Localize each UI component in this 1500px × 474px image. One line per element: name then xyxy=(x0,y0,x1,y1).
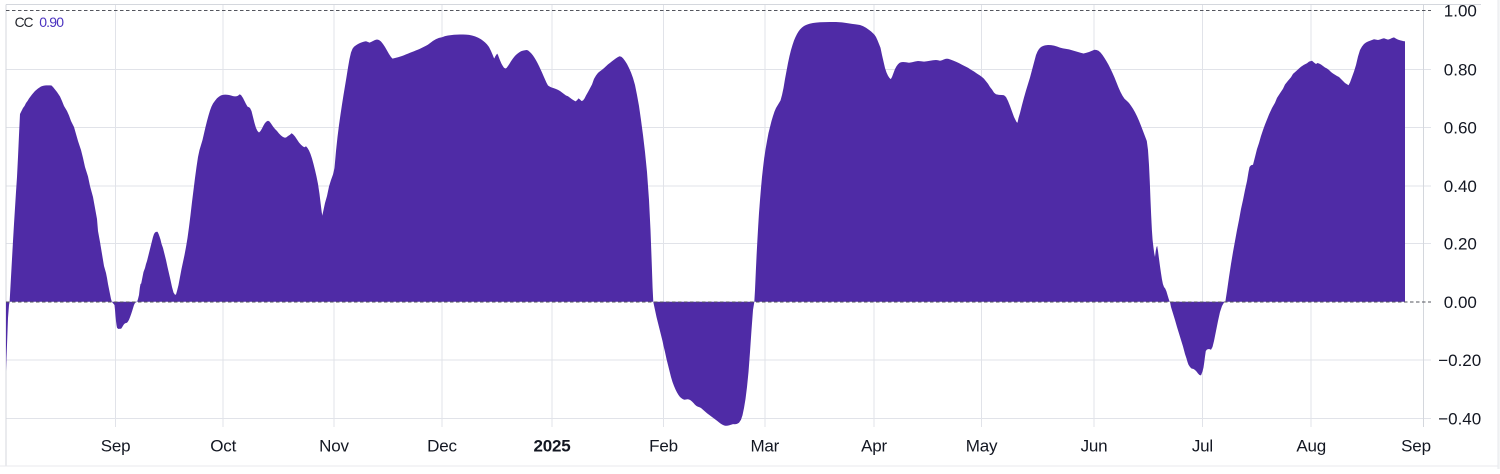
svg-text:Feb: Feb xyxy=(649,437,678,456)
svg-text:0.40: 0.40 xyxy=(1444,177,1477,196)
svg-text:−0.40: −0.40 xyxy=(1438,409,1481,428)
svg-text:Sep: Sep xyxy=(101,437,131,456)
svg-text:0.60: 0.60 xyxy=(1444,119,1477,138)
svg-text:Mar: Mar xyxy=(750,437,779,456)
svg-text:Nov: Nov xyxy=(319,437,349,456)
svg-text:Aug: Aug xyxy=(1296,437,1326,456)
svg-text:2025: 2025 xyxy=(533,437,570,456)
svg-text:Jul: Jul xyxy=(1192,437,1213,456)
svg-text:Sep: Sep xyxy=(1401,437,1431,456)
svg-text:0.00: 0.00 xyxy=(1444,293,1477,312)
svg-text:Dec: Dec xyxy=(427,437,457,456)
svg-text:Oct: Oct xyxy=(210,437,236,456)
svg-text:0.20: 0.20 xyxy=(1444,234,1477,253)
svg-text:Apr: Apr xyxy=(861,437,887,456)
svg-text:−0.20: −0.20 xyxy=(1438,351,1481,370)
svg-text:1.00: 1.00 xyxy=(1444,2,1477,21)
svg-text:0.80: 0.80 xyxy=(1444,60,1477,79)
svg-text:May: May xyxy=(966,437,998,456)
svg-text:Jun: Jun xyxy=(1081,437,1108,456)
svg-text:CC: CC xyxy=(15,15,34,30)
svg-text:0.90: 0.90 xyxy=(39,14,64,30)
